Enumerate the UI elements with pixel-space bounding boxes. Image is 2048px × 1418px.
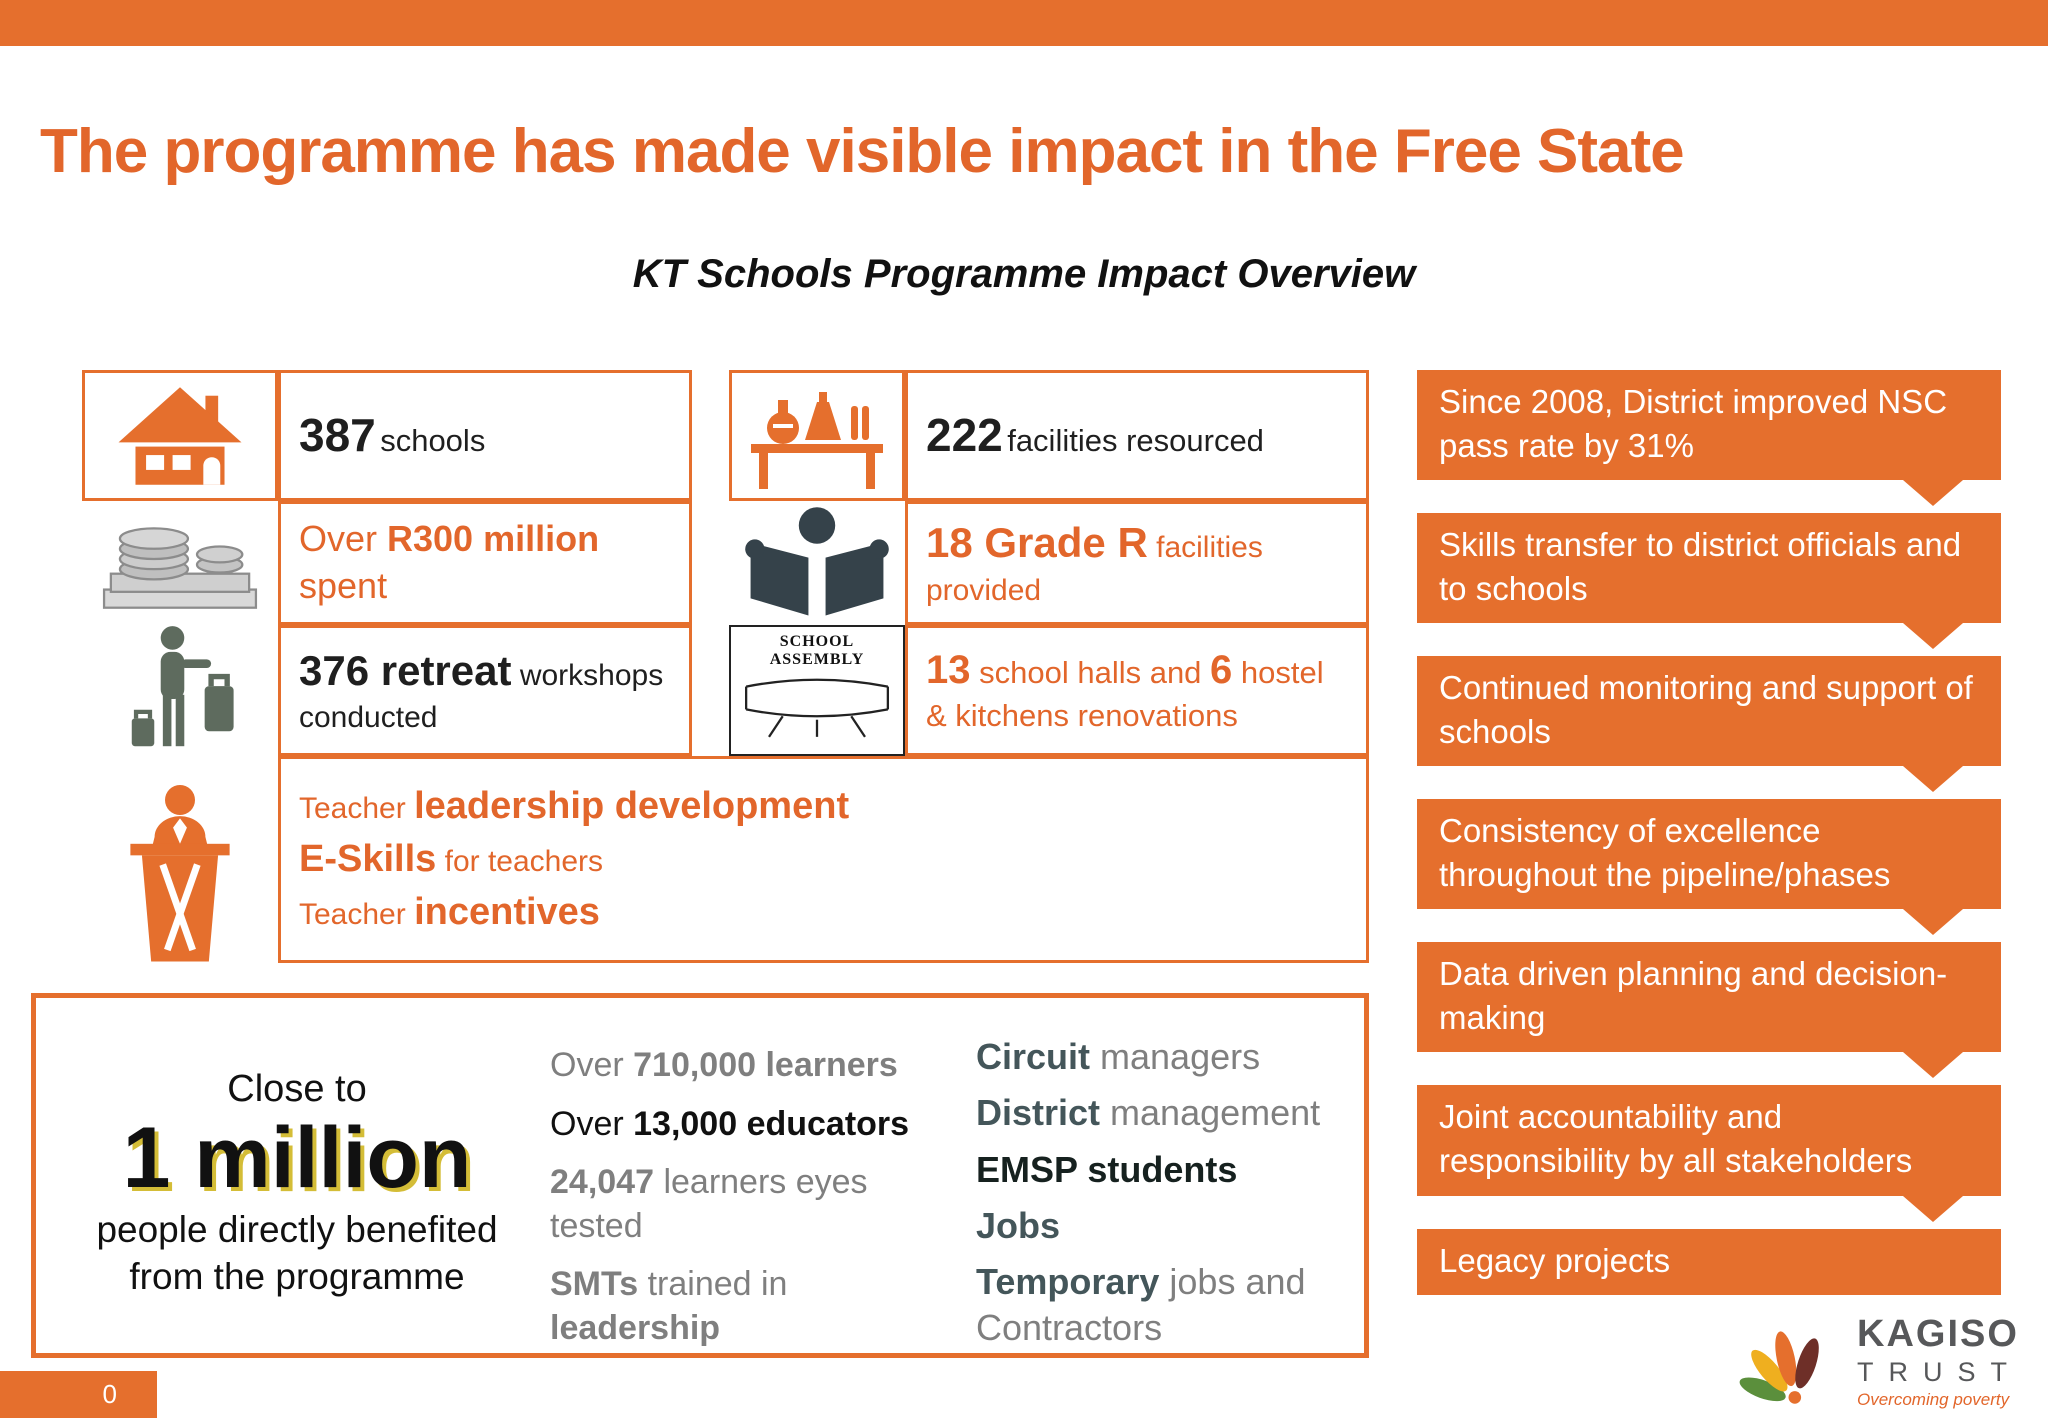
impact-caption-line2: from the programme — [129, 1255, 465, 1297]
stat-grade-r: 18 Grade R facilities provided — [905, 501, 1369, 625]
stat-schools-value: 387 — [299, 408, 376, 461]
money-coins-icon — [102, 526, 258, 609]
stat-grade-r-value: 18 Grade R — [926, 519, 1148, 567]
house-icon-cell — [82, 370, 278, 501]
logo-tagline: Overcoming poverty — [1857, 1390, 2010, 1410]
logo-trust: TRUST — [1857, 1356, 2022, 1387]
impact-groups-list: Circuit managers District management EMS… — [976, 1032, 1336, 1348]
outcome-banner: Consistency of excellence throughout the… — [1417, 799, 2001, 936]
money-icon-cell — [82, 501, 278, 625]
top-accent-bar — [0, 0, 2048, 46]
outcome-banner: Legacy projects — [1417, 1228, 2001, 1296]
impact-summary-box: Close to 1 million people directly benef… — [31, 993, 1369, 1358]
stat-halls-value-2: 6 — [1210, 648, 1233, 693]
house-icon — [118, 386, 242, 485]
logo-name: KAGISO — [1857, 1312, 2019, 1355]
page-number: 0 — [102, 1379, 117, 1409]
speaker-podium-icon — [130, 784, 230, 961]
impact-headline: Close to 1 million people directly benef… — [66, 1032, 528, 1333]
kagiso-trust-logo-mark — [1739, 1331, 1819, 1404]
stat-facilities: 222 facilities resourced — [905, 370, 1369, 501]
book-reader-icon — [745, 507, 889, 616]
outcome-banner: Joint accountability and responsibility … — [1417, 1085, 2001, 1222]
slide-subtitle: KT Schools Programme Impact Overview — [632, 252, 1416, 296]
stat-spent-pre: Over — [299, 518, 388, 560]
assembly-icon-cell: SCHOOL ASSEMBLY — [729, 625, 905, 756]
stat-schools: 387 schools — [278, 370, 692, 501]
lab-icon-cell — [729, 370, 905, 501]
stat-schools-label: schools — [380, 422, 486, 458]
teacher-line-leadership: Teacher leadership development — [299, 785, 850, 827]
group-district-management: District management — [976, 1092, 1321, 1134]
kagiso-trust-logo: KAGISO TRUST Overcoming poverty — [1739, 1311, 2022, 1410]
group-jobs: Jobs — [976, 1205, 1061, 1247]
group-emsp-students: EMSP students — [976, 1148, 1238, 1190]
outcome-banner: Continued monitoring and support of scho… — [1417, 656, 2001, 793]
stat-halls-value-1: 13 — [926, 648, 971, 693]
outcome-banner: Skills transfer to district officials an… — [1417, 513, 2001, 650]
teacher-development-box: Teacher leadership development E-Skills … — [278, 756, 1369, 963]
traveler-icon-cell — [82, 625, 278, 756]
podium-icon-cell — [82, 756, 278, 986]
school-assembly-icon — [745, 678, 889, 738]
impact-big-number: 1 million — [122, 1110, 472, 1206]
page-title: The programme has made visible impact in… — [40, 117, 1685, 186]
stat-learners: Over 710,000 learners — [550, 1046, 898, 1084]
lab-flask-icon — [751, 392, 883, 489]
impact-beneficiaries-list: Over 710,000 learners Over 13,000 educat… — [550, 1032, 942, 1347]
page-number-box: 0 — [0, 1371, 157, 1418]
stat-spent-value: R300 million — [387, 518, 600, 560]
stat-educators: Over 13,000 educators — [550, 1104, 910, 1143]
impact-caption-line1: people directly benefited — [96, 1208, 498, 1250]
teacher-line-eskills: E-Skills for teachers — [299, 838, 604, 880]
outcome-banner: Data driven planning and decision-making — [1417, 942, 2001, 1079]
group-temporary-jobs: Temporary jobs and Contractors — [976, 1261, 1306, 1348]
school-assembly-icon-label: SCHOOL ASSEMBLY — [769, 633, 865, 669]
stat-retreat-value: 376 retreat — [299, 646, 512, 694]
reader-icon-cell — [729, 501, 905, 625]
stat-eyes-tested: 24,047 learners eyes tested — [550, 1163, 868, 1245]
stat-grade-r-label: facilities provided — [926, 531, 1263, 607]
stat-retreat: 376 retreat workshops conducted — [278, 625, 692, 756]
stat-spent: Over R300 million spent — [278, 501, 692, 625]
teacher-line-incentives: Teacher incentives — [299, 891, 600, 933]
stat-spent-post: spent — [299, 565, 388, 606]
stat-facilities-label: facilities resourced — [1007, 422, 1264, 458]
impact-close-to: Close to — [227, 1068, 367, 1110]
group-circuit-managers: Circuit managers — [976, 1036, 1261, 1077]
stat-retreat-label: workshops conducted — [299, 658, 664, 735]
outcome-banner: Since 2008, District improved NSC pass r… — [1417, 370, 2001, 507]
stat-halls: 13 school halls and 6 hostel & kitchens … — [905, 625, 1369, 756]
stat-smts-trained: SMTs trained in leadership — [550, 1265, 788, 1347]
outcomes-list: Since 2008, District improved NSC pass r… — [1417, 370, 2001, 1328]
stat-facilities-value: 222 — [926, 408, 1003, 461]
person-luggage-icon — [131, 625, 234, 746]
